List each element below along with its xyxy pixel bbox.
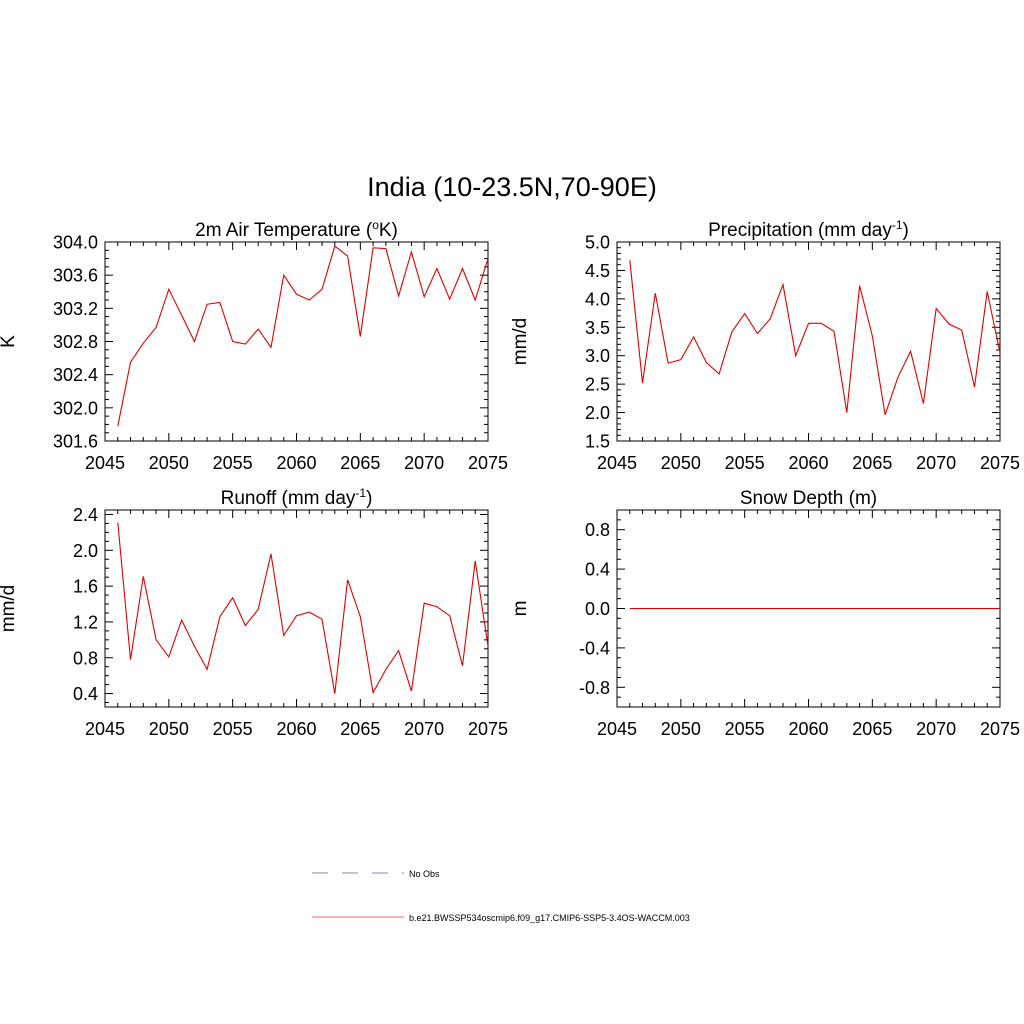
snow-y-tick-label: 0.4 — [585, 560, 610, 580]
temp-x-tick-label: 2060 — [276, 453, 316, 473]
legend-obs-label: No Obs — [409, 869, 440, 879]
runoff-y-tick-label: 0.8 — [73, 648, 98, 668]
panel-temp: 2045 2050 2055 2060 2065 2070 2075 301.6 302.0 30… — [0, 218, 508, 473]
temp-x-tick-label: 2065 — [340, 453, 380, 473]
runoff-x-tick-label: 2055 — [213, 719, 253, 739]
snow-x-tick-label: 2075 — [980, 719, 1020, 739]
precip-y-tick-label: 1.5 — [585, 432, 610, 452]
temp-y-axis-label: K — [0, 335, 19, 348]
precip-y-tick-label: 2.0 — [585, 403, 610, 423]
precip-y-tick-label: 3.5 — [585, 318, 610, 338]
runoff-panel-title: Runoff (mm day-1) — [221, 486, 373, 509]
legend-model-label: b.e21.BWSSP534oscmip6.f09_g17.CMIP6-SSP5… — [409, 913, 690, 923]
precip-x-tick-label: 2065 — [852, 453, 892, 473]
runoff-x-tick-label: 2060 — [276, 719, 316, 739]
panels: 2045 2050 2055 2060 2065 2070 2075 301.6 302.0 30… — [0, 218, 1020, 739]
runoff-y-tick-label: 0.4 — [73, 684, 98, 704]
snow-y-axis-label: m — [510, 601, 531, 617]
snow-x-tick-label: 2055 — [725, 719, 765, 739]
panel-snow: 2045 2050 2055 2060 2065 2070 2075 -0.8 -0.4 0.0 0… — [510, 488, 1020, 739]
snow-y-tick-label: -0.4 — [579, 638, 610, 658]
precip-series-line — [629, 260, 1001, 415]
temp-x-tick-label: 2070 — [404, 453, 444, 473]
runoff-x-tick-label: 2075 — [468, 719, 508, 739]
runoff-y-axis-label: mm/d — [0, 585, 19, 633]
precip-y-axis-label: mm/d — [510, 318, 531, 366]
temp-x-tick-label: 2045 — [85, 453, 125, 473]
snow-x-tick-label: 2065 — [852, 719, 892, 739]
temp-series-line — [117, 245, 489, 427]
runoff-x-tick-label: 2045 — [85, 719, 125, 739]
panel-runoff: 2045 2050 2055 2060 2065 2070 2075 0.4 0.8 1.2 1.6… — [0, 486, 508, 739]
temp-x-tick-label: 2050 — [149, 453, 189, 473]
temp-y-tick-label: 304.0 — [53, 233, 98, 253]
precip-y-tick-label: 5.0 — [585, 233, 610, 253]
runoff-plot-frame — [104, 509, 489, 708]
precip-y-tick-label: 2.5 — [585, 375, 610, 395]
snow-x-tick-label: 2045 — [597, 719, 637, 739]
runoff-y-tick-label: 2.4 — [73, 505, 98, 525]
snow-x-tick-label: 2050 — [661, 719, 701, 739]
runoff-x-tick-label: 2070 — [404, 719, 444, 739]
temp-y-tick-label: 303.2 — [53, 299, 98, 319]
snow-panel-title: Snow Depth (m) — [740, 488, 877, 509]
temp-y-tick-label: 302.0 — [53, 398, 98, 418]
snow-x-tick-label: 2060 — [788, 719, 828, 739]
runoff-y-tick-label: 1.2 — [73, 612, 98, 632]
temp-y-tick-label: 301.6 — [53, 432, 98, 452]
precip-x-tick-label: 2055 — [725, 453, 765, 473]
snow-y-tick-label: 0.0 — [585, 599, 610, 619]
precip-x-tick-label: 2060 — [788, 453, 828, 473]
precip-y-tick-label: 3.0 — [585, 346, 610, 366]
runoff-x-tick-label: 2050 — [149, 719, 189, 739]
figure-title: India (10-23.5N,70-90E) — [367, 172, 657, 202]
snow-y-tick-label: 0.8 — [585, 520, 610, 540]
snow-y-tick-label: -0.8 — [579, 678, 610, 698]
precip-plot-frame — [616, 241, 1001, 442]
temp-x-tick-label: 2075 — [468, 453, 508, 473]
temp-x-tick-label: 2055 — [213, 453, 253, 473]
precip-y-tick-label: 4.0 — [585, 289, 610, 309]
temp-y-tick-label: 302.8 — [53, 332, 98, 352]
runoff-y-tick-label: 2.0 — [73, 541, 98, 561]
precip-y-tick-label: 4.5 — [585, 261, 610, 281]
precip-x-tick-label: 2050 — [661, 453, 701, 473]
temp-panel-title: 2m Air Temperature (oK) — [195, 218, 398, 241]
precip-x-tick-label: 2075 — [980, 453, 1020, 473]
precip-x-tick-label: 2045 — [597, 453, 637, 473]
precip-panel-title: Precipitation (mm day-1) — [708, 218, 909, 241]
legend: No Obs b.e21.BWSSP534oscmip6.f09_g17.CMI… — [312, 869, 690, 923]
temp-plot-frame — [104, 241, 489, 442]
runoff-y-tick-label: 1.6 — [73, 577, 98, 597]
temp-y-tick-label: 303.6 — [53, 266, 98, 286]
precip-x-tick-label: 2070 — [916, 453, 956, 473]
temp-y-tick-label: 302.4 — [53, 365, 98, 385]
runoff-x-tick-label: 2065 — [340, 719, 380, 739]
panel-precip: 2045 2050 2055 2060 2065 2070 2075 1.5 2.0 2.5 3.0… — [510, 218, 1020, 473]
snow-x-tick-label: 2070 — [916, 719, 956, 739]
runoff-series-line — [117, 522, 489, 695]
